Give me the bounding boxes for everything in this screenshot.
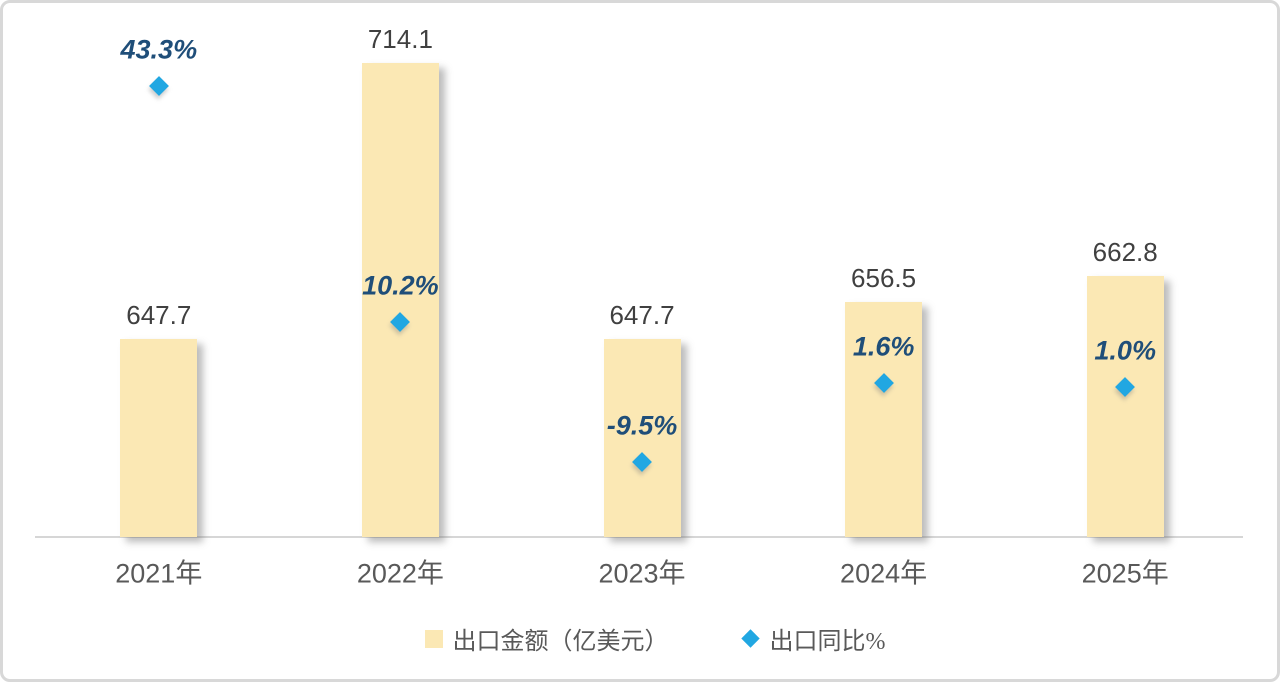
legend-label-yoy-percent: 出口同比% <box>769 629 886 655</box>
yoy-percent-label: 43.3% <box>120 34 198 65</box>
bar-2021年 <box>120 338 198 537</box>
yoy-percent-label: 10.2% <box>362 270 439 301</box>
x-axis-tick-label: 2021年 <box>115 558 203 589</box>
bar-value-label: 714.1 <box>367 23 433 54</box>
x-axis-line <box>35 536 1243 538</box>
legend-item-export-amount: 出口金额（亿美元） <box>424 621 669 656</box>
x-axis-tick-label: 2025年 <box>1081 558 1169 589</box>
yoy-percent-label: 1.6% <box>852 331 915 362</box>
bar-series-swatch-icon <box>424 629 443 648</box>
yoy-percent-label: 1.0% <box>1094 335 1156 366</box>
yoy-diamond-marker <box>148 75 169 96</box>
bar-value-label: 647.7 <box>609 299 675 330</box>
yoy-percent-label: -9.5% <box>606 410 678 441</box>
legend-item-yoy-percent: 出口同比% <box>740 621 886 656</box>
x-axis-tick-label: 2023年 <box>598 558 686 589</box>
bar-value-label: 656.5 <box>851 263 917 294</box>
legend: 出口金额（亿美元） 出口同比% <box>3 621 1277 656</box>
bar-value-label: 647.7 <box>126 299 192 330</box>
bar-value-label: 662.8 <box>1092 236 1158 267</box>
bar-2023年 <box>603 338 681 537</box>
x-axis-tick-label: 2022年 <box>356 558 444 589</box>
bar-2025年 <box>1086 275 1164 537</box>
chart-plot-area: 647.7 43.3% 2021年 714.1 10.2% 2022年 647.7 -9.5%… <box>3 3 1277 679</box>
x-axis-tick-label: 2024年 <box>840 558 928 589</box>
diamond-marker-icon <box>740 629 760 648</box>
bar-2022年 <box>361 62 439 537</box>
legend-label-export-amount: 出口金额（亿美元） <box>452 629 669 655</box>
bar-2024年 <box>845 302 923 537</box>
